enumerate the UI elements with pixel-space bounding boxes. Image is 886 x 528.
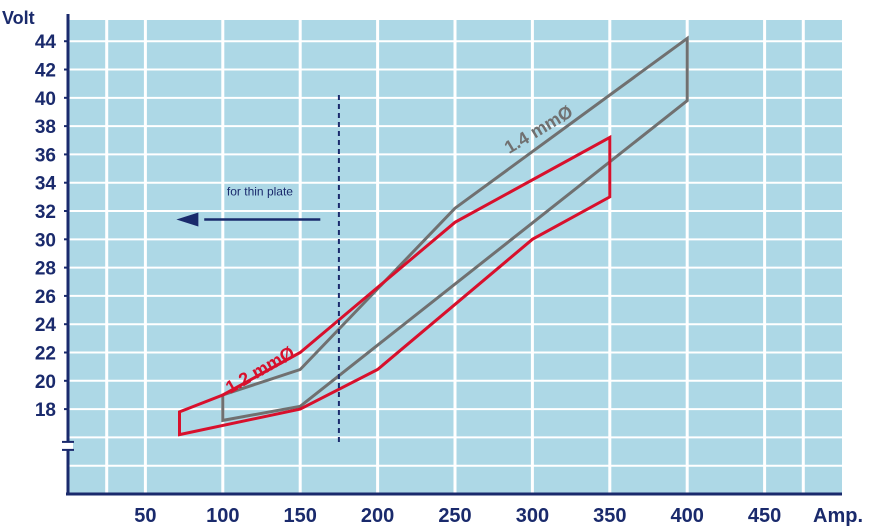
thin-plate-arrow-head: [176, 212, 199, 227]
x-tick-label: 200: [361, 505, 394, 527]
y-tick-label: 18: [35, 400, 56, 421]
axes: [62, 14, 842, 496]
y-tick-label: 42: [35, 61, 56, 82]
x-tick-label: 100: [206, 505, 239, 527]
tick-labels: 18 20 22 24 26 28 30 32 34 36 38 40 42 44 50 100 150 200 2…: [35, 32, 781, 527]
y-tick-label: 28: [35, 259, 56, 280]
x-tick-label: 400: [671, 505, 704, 527]
annotation-text: for thin plate: [227, 184, 293, 198]
y-tick-label: 40: [35, 89, 56, 110]
y-tick-label: 30: [35, 230, 56, 251]
y-tick-label: 24: [35, 315, 57, 336]
x-axis-label: Amp.: [813, 505, 863, 527]
y-tick-label: 26: [35, 287, 56, 308]
series-area-1-2mm: [178, 134, 612, 437]
y-tick-label: 32: [35, 202, 56, 223]
series-area-1-4mm: [221, 35, 689, 423]
x-tick-label: 300: [516, 505, 549, 527]
y-tick-label: 44: [35, 32, 57, 53]
series-areas: [178, 35, 689, 437]
x-tick-label: 150: [284, 505, 317, 527]
x-tick-label: 50: [134, 505, 156, 527]
x-tick-label: 350: [593, 505, 626, 527]
y-tick-label: 36: [35, 145, 56, 166]
y-tick-label: 38: [35, 117, 56, 138]
annotation: [176, 94, 340, 444]
y-axis-label: Volt: [2, 8, 35, 28]
y-tick-label: 34: [35, 174, 57, 195]
axis-break-gap: [63, 441, 73, 450]
y-tick-label: 22: [35, 344, 56, 365]
x-tick-label: 250: [438, 505, 471, 527]
x-tick-label: 450: [748, 505, 781, 527]
y-tick-label: 20: [35, 372, 56, 393]
